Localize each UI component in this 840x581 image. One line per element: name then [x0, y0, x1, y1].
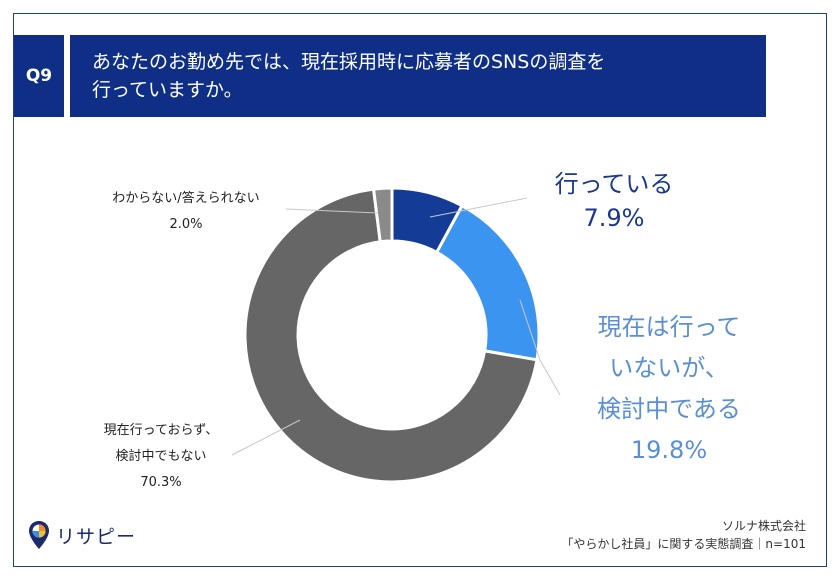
label-not-doing: 現在行っておらず、 検討中でもない 70.3% [86, 418, 236, 496]
slice-not-doing [243, 187, 539, 484]
question-text-line-2: 行っていますか。 [92, 79, 243, 101]
label-considering-value: 19.8% [630, 436, 708, 464]
slice-considering [434, 203, 541, 362]
label-considering: 現在は行って いないが、 検討中である 19.8% [564, 307, 774, 471]
question-number: Q9 [25, 66, 53, 86]
label-doing: 行っている 7.9% [534, 167, 694, 235]
label-unknown: わからない/答えられない 2.0% [86, 186, 286, 238]
logo-text: リサピー [56, 525, 137, 548]
question-header: あなたのお勤め先では、現在採用時に応募者のSNSの調査を 行っていますか。 [70, 35, 766, 117]
question-number-badge: Q9 [14, 35, 64, 117]
label-doing-value: 7.9% [583, 204, 645, 232]
source-company: ソルナ株式会社 [721, 519, 806, 533]
slide-frame [13, 13, 827, 567]
leader-line-not-doing [231, 419, 301, 456]
label-unknown-value: 2.0% [169, 217, 203, 232]
map-pin-icon [29, 521, 49, 549]
leader-line-considering [519, 299, 561, 396]
label-not-doing-line-1: 現在行っておらず、 [103, 423, 219, 438]
source-note: ソルナ株式会社 「やらかし社員」に関する実態調査｜n=101 [561, 517, 806, 553]
label-unknown-text: わからない/答えられない [112, 191, 260, 206]
label-considering-line-1: 現在は行って [597, 313, 741, 341]
leader-line-unknown [285, 208, 379, 214]
source-survey: 「やらかし社員」に関する実態調査｜n=101 [561, 537, 806, 551]
leader-line-doing [429, 197, 528, 218]
risapy-logo: リサピー [28, 520, 136, 550]
question-text-line-1: あなたのお勤め先では、現在採用時に応募者のSNSの調査を [92, 51, 606, 73]
label-considering-line-3: 検討中である [597, 395, 741, 423]
label-not-doing-line-2: 検討中でもない [115, 449, 207, 464]
label-not-doing-value: 70.3% [140, 475, 182, 490]
label-considering-line-2: いないが、 [609, 354, 729, 382]
label-doing-text: 行っている [554, 170, 674, 198]
slice-unknown [371, 186, 394, 244]
